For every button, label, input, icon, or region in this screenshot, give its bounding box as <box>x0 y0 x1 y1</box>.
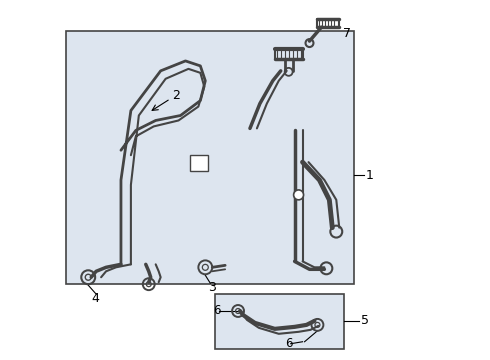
Circle shape <box>294 190 303 200</box>
Text: 6: 6 <box>213 305 221 318</box>
Text: 5: 5 <box>361 314 369 327</box>
Text: 2: 2 <box>172 89 180 102</box>
Text: 3: 3 <box>208 281 216 294</box>
Bar <box>215 294 344 349</box>
Text: 1: 1 <box>366 168 374 181</box>
Text: 6: 6 <box>285 337 292 350</box>
Bar <box>191 155 208 171</box>
Text: 4: 4 <box>91 292 99 305</box>
Bar <box>66 31 354 284</box>
Text: 7: 7 <box>343 27 351 40</box>
